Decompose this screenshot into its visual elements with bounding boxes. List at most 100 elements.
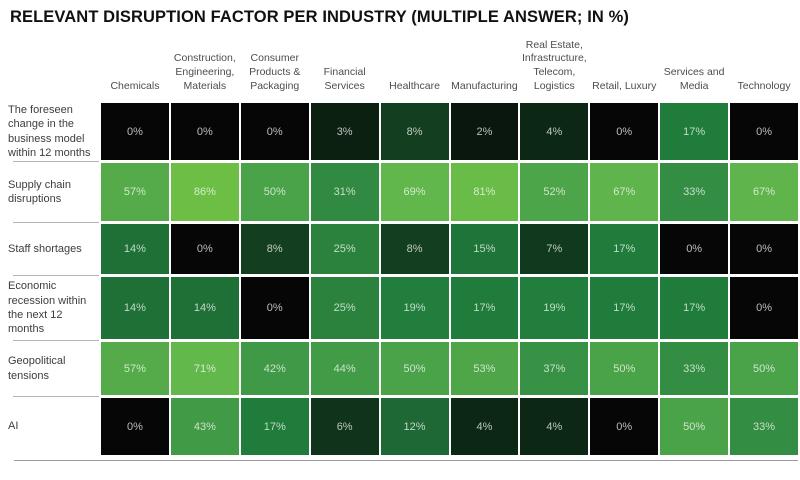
row-label: The foreseen change in the business mode… <box>8 103 99 162</box>
heatmap-cell: 71% <box>170 342 239 395</box>
heatmap-cell: 12% <box>380 398 449 455</box>
heatmap-cell: 0% <box>590 103 659 160</box>
heatmap-cell: 0% <box>240 277 309 339</box>
column-header-line: Engineering, <box>175 66 235 79</box>
column-header-line: Manufacturing <box>451 80 518 93</box>
column-header-line: Materials <box>183 80 227 93</box>
heatmap-cell: 50% <box>730 342 798 395</box>
heatmap-cell: 17% <box>590 277 659 339</box>
column-header: Real Estate, Infrastructure, Telecom, Logis… <box>520 27 588 100</box>
heatmap-cell: 4% <box>520 398 589 455</box>
page: RELEVANT DISRUPTION FACTOR PER INDUSTRY … <box>0 8 800 480</box>
column-header: Construction, Engineering, Materials <box>171 27 239 100</box>
heatmap-cell: 19% <box>380 277 449 339</box>
column-header: Services and Media <box>660 27 728 100</box>
column-header-line: Packaging <box>250 80 300 93</box>
heatmap-cell: 67% <box>730 163 798 221</box>
column-header-line: Technology <box>737 80 791 93</box>
heatmap-cell: 8% <box>240 224 309 274</box>
column-header: Financial Services <box>311 27 379 100</box>
heatmap-cell: 14% <box>170 277 239 339</box>
heatmap-cell: 4% <box>520 103 589 160</box>
column-header-line: Services <box>324 80 365 93</box>
column-header-line: Infrastructure, <box>521 52 587 65</box>
heatmap-cell: 52% <box>520 163 589 221</box>
heatmap-cell: 17% <box>450 277 519 339</box>
heatmap-cell: 33% <box>730 398 798 455</box>
heatmap-cell: 33% <box>660 342 729 395</box>
heatmap-cell: 3% <box>310 103 379 160</box>
heatmap-cell: 67% <box>590 163 659 221</box>
heatmap-cell: 4% <box>450 398 519 455</box>
column-header: Healthcare <box>381 27 449 100</box>
heatmap-cell: 8% <box>380 224 449 274</box>
heatmap-cell: 17% <box>660 277 729 339</box>
heatmap-cell: 53% <box>450 342 519 395</box>
heatmap-cell: 0% <box>730 277 798 339</box>
heatmap-cell: 17% <box>590 224 659 274</box>
column-header: Manufacturing <box>451 27 519 100</box>
heatmap-cell: 50% <box>380 342 449 395</box>
heatmap-cell: 0% <box>730 103 798 160</box>
column-header-line: Products & <box>249 66 301 79</box>
heatmap-cell: 0% <box>590 398 659 455</box>
corner-cell <box>8 27 99 100</box>
heatmap-cell: 15% <box>450 224 519 274</box>
heatmap-cell: 0% <box>170 224 239 274</box>
heatmap-cell: 42% <box>240 342 309 395</box>
heatmap-cell: 0% <box>101 103 169 160</box>
heatmap-cell: 8% <box>380 103 449 160</box>
column-header-line: Healthcare <box>389 80 440 93</box>
heatmap-cell: 17% <box>240 398 309 455</box>
heatmap-cell: 2% <box>450 103 519 160</box>
heatmap-cell: 14% <box>101 224 169 274</box>
row-label: AI <box>8 420 19 433</box>
row-label: Supply chain disruptions <box>8 163 99 223</box>
column-header: Retail, Luxury <box>590 27 658 100</box>
chart-title: RELEVANT DISRUPTION FACTOR PER INDUSTRY … <box>10 8 629 26</box>
column-header-line: Construction, <box>173 52 236 65</box>
heatmap-cell: 7% <box>520 224 589 274</box>
heatmap-cell: 0% <box>101 398 169 455</box>
column-header: Consumer Products & Packaging <box>241 27 309 100</box>
column-header: Technology <box>730 27 798 100</box>
column-header-line: Media <box>679 80 709 93</box>
bottom-divider <box>14 460 798 461</box>
heatmap-cell: 37% <box>520 342 589 395</box>
heatmap-cell: 0% <box>730 224 798 274</box>
heatmap-cell: 0% <box>170 103 239 160</box>
column-header: Chemicals <box>101 27 169 100</box>
column-header-line: Real Estate, <box>525 38 583 51</box>
column-header-line: Chemicals <box>110 80 160 93</box>
heatmap-cell: 0% <box>240 103 309 160</box>
heatmap-cell: 86% <box>170 163 239 221</box>
heatmap-cell: 0% <box>660 224 729 274</box>
heatmap-cell: 25% <box>310 224 379 274</box>
heatmap-cell: 19% <box>520 277 589 339</box>
heatmap-table: Chemicals Construction, Engineering, Materi… <box>8 27 798 455</box>
column-header-line: Logistics <box>533 80 575 93</box>
column-header-line: Consumer <box>250 52 299 65</box>
row-label: Staff shortages <box>8 224 99 276</box>
heatmap-cell: 31% <box>310 163 379 221</box>
heatmap-cell: 50% <box>590 342 659 395</box>
row-label: Economic recession within the next 12 mo… <box>8 277 99 341</box>
heatmap-cell: 33% <box>660 163 729 221</box>
heatmap-cell: 57% <box>101 163 169 221</box>
column-header-line: Financial <box>323 66 366 79</box>
heatmap-cell: 6% <box>310 398 379 455</box>
heatmap-cell: 14% <box>101 277 169 339</box>
column-header-line: Telecom, <box>533 66 576 79</box>
row-label: Geopolitical tensions <box>8 342 99 397</box>
heatmap-cell: 43% <box>170 398 239 455</box>
heatmap-cell: 81% <box>450 163 519 221</box>
heatmap-cell: 69% <box>380 163 449 221</box>
heatmap-cell: 57% <box>101 342 169 395</box>
heatmap-cell: 25% <box>310 277 379 339</box>
column-header-line: Retail, Luxury <box>592 80 657 93</box>
column-header-line: Services and <box>663 66 725 79</box>
heatmap-cell: 44% <box>310 342 379 395</box>
heatmap-cell: 50% <box>240 163 309 221</box>
heatmap-cell: 17% <box>660 103 729 160</box>
heatmap-cell: 50% <box>660 398 729 455</box>
